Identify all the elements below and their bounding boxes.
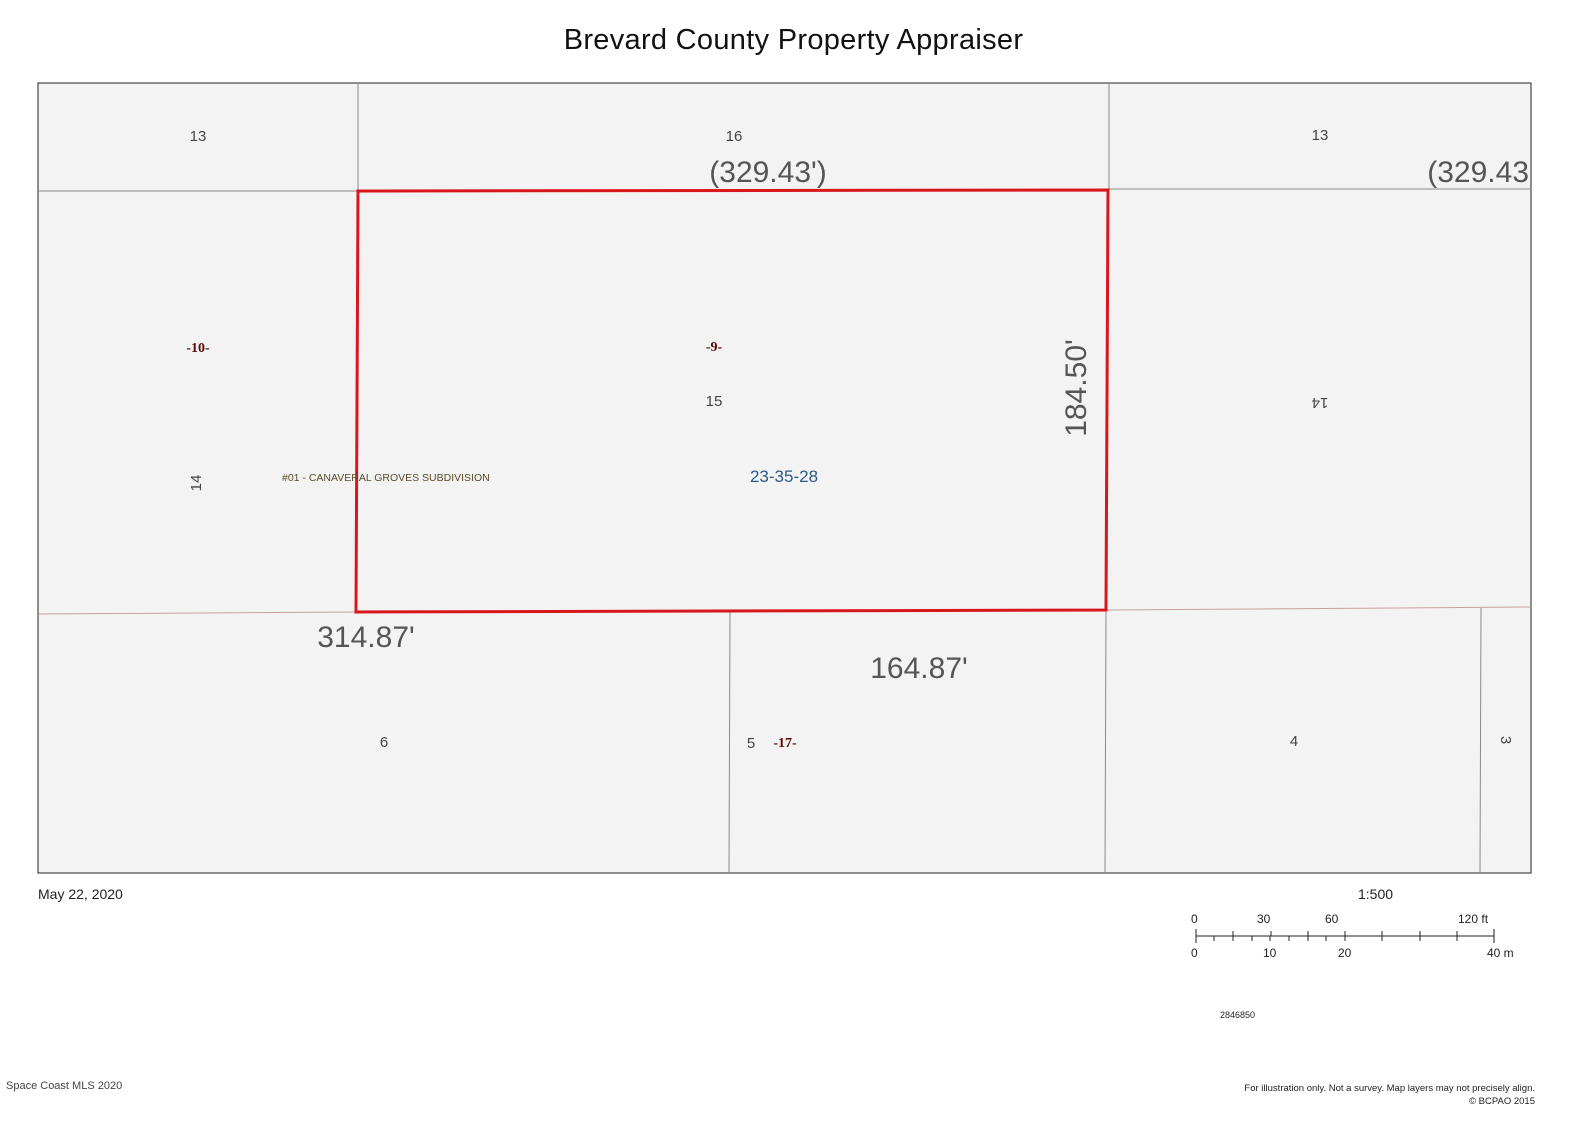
lot-number: 14 [1312,394,1329,411]
dimension-bottom-left: 314.87' [317,621,415,654]
scale-meter-label: 10 [1263,946,1277,960]
lot-number: 13 [1312,127,1329,144]
lot-number: 6 [380,734,388,751]
dimension-bottom-middle: 164.87' [870,652,968,685]
scale-ticks-bottom [1213,936,1458,941]
dimension-right: 184.50' [1060,339,1093,437]
dimension-labels: (329.43') (329.43 184.50' 314.87' 164.87… [317,156,1529,685]
lot-number: 5 [747,735,755,752]
page-title: Brevard County Property Appraiser [563,24,1024,56]
scale-meter-label: 40 m [1487,946,1514,960]
block-number: -9- [706,340,723,355]
scale-meter-label: 0 [1191,946,1198,960]
map-frame [37,82,1532,874]
scale-ticks-top [1232,931,1458,936]
block-number: -17- [773,736,797,751]
map-id: 2846850 [1220,1010,1256,1020]
dimension-top-right: (329.43 [1427,156,1529,189]
lot-number: 13 [190,128,207,145]
lot-number-labels: 13 16 13 15 14 14 6 5 4 3 [188,127,1514,752]
map-date: May 22, 2020 [38,886,123,902]
scale-meter-label: 20 [1338,946,1352,960]
block-number-labels: -10- -9- -17- [186,340,797,751]
dimension-top-middle: (329.43') [709,156,826,189]
block-number: -10- [186,341,210,356]
mls-copyright: Space Coast MLS 2020 [6,1080,123,1092]
scale-feet-label: 30 [1257,912,1271,926]
scale-feet-label: 120 ft [1458,912,1489,926]
scale-bar [1195,929,1495,943]
subdivision-label: #01 - CANAVERAL GROVES SUBDIVISION [282,472,490,484]
scale-feet-label: 60 [1325,912,1339,926]
lot-number: 4 [1290,733,1298,750]
lot-number: 16 [726,128,743,145]
scale-feet-label: 0 [1191,912,1198,926]
bcpao-copyright: © BCPAO 2015 [1469,1096,1535,1107]
lot-number: 15 [706,393,723,410]
lot-number: 3 [1497,736,1514,744]
lot-lines [37,83,1532,874]
lot-number: 14 [188,475,205,492]
subject-parcel-outline[interactable] [354,188,1110,614]
parcel-id-label[interactable]: 23-35-28 [750,467,818,486]
disclaimer-text: For illustration only. Not a survey. Map… [1244,1083,1535,1094]
scale-ratio: 1:500 [1358,886,1394,902]
